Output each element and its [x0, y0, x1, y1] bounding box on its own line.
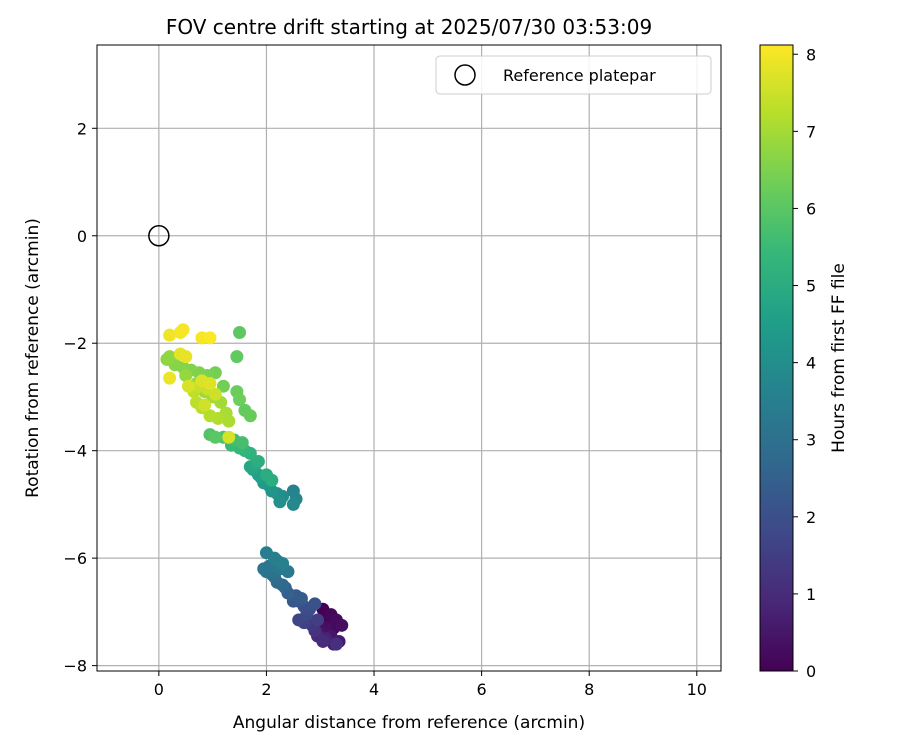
- data-point: [335, 618, 349, 632]
- colorbar-tick-label: 1: [806, 585, 816, 604]
- x-tick-label: 8: [584, 680, 594, 699]
- y-tick-label: −2: [63, 334, 87, 353]
- data-point: [203, 377, 217, 391]
- y-tick-label: −8: [63, 657, 87, 676]
- data-point: [203, 331, 217, 345]
- y-axis-label: Rotation from reference (arcmin): [23, 218, 43, 498]
- legend-marker-icon: [454, 64, 476, 86]
- data-point: [163, 350, 177, 364]
- colorbar-tick-label: 5: [806, 277, 816, 296]
- colorbar-label: Hours from first FF file: [829, 263, 849, 453]
- data-point: [176, 323, 190, 337]
- y-tick-label: −6: [63, 549, 87, 568]
- colorbar: 0 1 2 3 4 5 6 7 8 Hours from first FF file: [759, 44, 849, 681]
- colorbar-tick-label: 7: [806, 122, 816, 141]
- data-point: [179, 368, 193, 382]
- legend-box: [435, 55, 712, 95]
- data-point: [329, 637, 343, 651]
- x-axis-ticks: 0 2 4 6 8 10: [154, 671, 707, 699]
- data-point: [251, 454, 265, 468]
- legend-label: Reference platepar: [503, 66, 656, 85]
- data-point: [163, 328, 177, 342]
- chart-title: FOV centre drift starting at 2025/07/30 …: [166, 15, 652, 39]
- data-point: [230, 350, 244, 364]
- data-point: [216, 379, 230, 393]
- x-axis-label: Angular distance from reference (arcmin): [233, 713, 585, 733]
- colorbar-tick-label: 6: [806, 199, 816, 218]
- data-point: [243, 409, 257, 423]
- x-tick-label: 0: [154, 680, 164, 699]
- colorbar-tick-label: 0: [806, 662, 816, 681]
- data-point: [208, 387, 222, 401]
- data-point: [222, 414, 236, 428]
- colorbar-tick-label: 3: [806, 431, 816, 450]
- data-point: [208, 430, 222, 444]
- y-tick-label: −4: [63, 442, 87, 461]
- plot-grid: [97, 45, 721, 671]
- data-points: [160, 323, 349, 651]
- data-point: [233, 393, 247, 407]
- y-tick-label: 0: [77, 227, 87, 246]
- data-point: [316, 634, 330, 648]
- data-point: [203, 409, 217, 423]
- data-point: [308, 597, 322, 611]
- colorbar-ticks: 0 1 2 3 4 5 6 7 8: [793, 45, 816, 681]
- data-point: [181, 379, 195, 393]
- data-point: [294, 591, 308, 605]
- colorbar-tick-label: 8: [806, 45, 816, 64]
- y-tick-label: 2: [77, 119, 87, 138]
- data-point: [286, 497, 300, 511]
- data-point: [179, 350, 193, 364]
- data-point: [273, 495, 287, 509]
- data-point: [233, 325, 247, 339]
- y-axis-ticks: −8 −6 −4 −2 0 2: [63, 119, 97, 676]
- data-point: [265, 473, 279, 487]
- reference-marker-group: [148, 225, 170, 247]
- plot-frame: [96, 44, 722, 672]
- colorbar-gradient: [759, 44, 794, 672]
- x-tick-label: 10: [687, 680, 707, 699]
- data-point: [235, 436, 249, 450]
- data-point: [311, 613, 325, 627]
- x-tick-label: 4: [369, 680, 379, 699]
- x-tick-label: 2: [261, 680, 271, 699]
- colorbar-tick-label: 2: [806, 508, 816, 527]
- data-point: [163, 371, 177, 385]
- data-point: [276, 557, 290, 571]
- legend: Reference platepar: [435, 55, 712, 95]
- x-tick-label: 6: [477, 680, 487, 699]
- reference-marker: [148, 225, 170, 247]
- colorbar-tick-label: 4: [806, 354, 816, 373]
- data-point: [222, 430, 236, 444]
- data-point: [198, 398, 212, 412]
